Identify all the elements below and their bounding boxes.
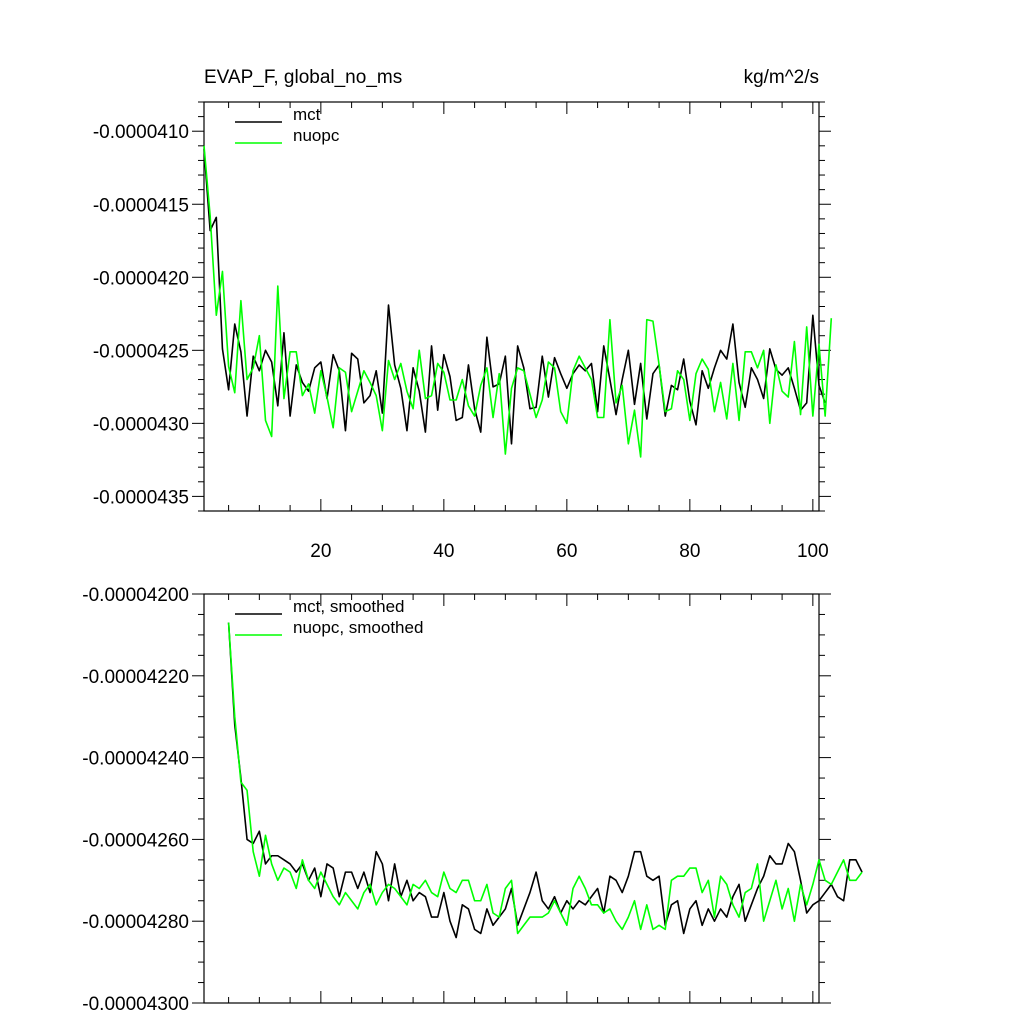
bottom-panel: -0.00004200 -0.00004220 -0.00004240 -0.0000… — [82, 585, 863, 1015]
top-y-tick-label: -0.0000435 — [93, 487, 189, 508]
bottom-legend-label: nuopc, smoothed — [293, 618, 423, 637]
top-y-tick-label: -0.0000430 — [93, 414, 189, 435]
top-series-line-mct — [203, 148, 826, 445]
top-y-tick-label: -0.0000425 — [93, 341, 189, 362]
bottom-series-line-nuopc — [227, 622, 863, 935]
top-chart-title: EVAP_F, global_no_ms — [204, 67, 402, 88]
bottom-y-tick-label: -0.00004200 — [82, 585, 189, 606]
top-x-tick-label: 80 — [679, 541, 700, 562]
bottom-y-tick-label: -0.00004240 — [82, 749, 189, 770]
top-legend-label: mct — [293, 105, 321, 124]
top-panel: -0.0000410 -0.0000415 -0.0000420 -0.0000425… — [93, 101, 833, 562]
bottom-y-tick-label: -0.00004260 — [82, 830, 189, 851]
top-series-line-nuopc — [203, 145, 833, 458]
bottom-y-tick-label: -0.00004300 — [82, 994, 189, 1015]
top-y-tick-label: -0.0000410 — [93, 122, 189, 143]
bottom-series-line-mct — [227, 622, 863, 939]
top-x-tick-label: 20 — [310, 541, 331, 562]
bottom-y-tick-label: -0.00004220 — [82, 667, 189, 688]
bottom-y-tick-label: -0.00004280 — [82, 912, 189, 933]
top-x-tick-label: 100 — [797, 541, 829, 562]
top-legend-label: nuopc — [293, 126, 340, 145]
top-chart-units: kg/m^2/s — [744, 67, 819, 88]
top-y-tick-label: -0.0000415 — [93, 195, 189, 216]
top-x-tick-label: 60 — [556, 541, 577, 562]
bottom-legend-label: mct, smoothed — [293, 597, 405, 616]
top-x-tick-label: 40 — [433, 541, 454, 562]
top-y-tick-label: -0.0000420 — [93, 268, 189, 289]
